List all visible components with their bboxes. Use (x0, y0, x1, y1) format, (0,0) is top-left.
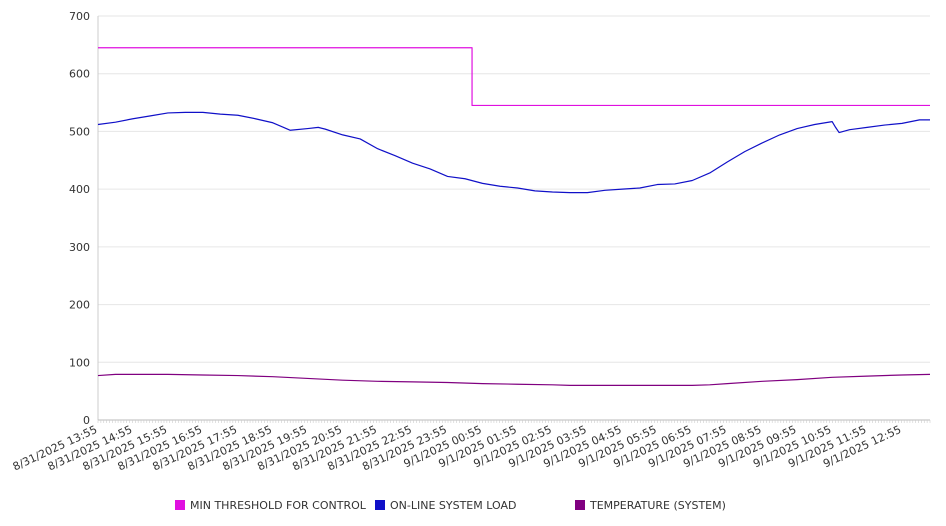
legend-swatch (175, 500, 185, 510)
y-tick-label: 500 (69, 125, 90, 138)
series-line-2 (97, 373, 931, 386)
y-tick-label: 0 (83, 414, 90, 427)
x-axis-ticks: 8/31/2025 13:558/31/2025 14:558/31/2025 … (11, 423, 904, 473)
series-line-0 (98, 47, 930, 107)
series-lines (97, 47, 931, 386)
axes (97, 16, 931, 423)
y-tick-label: 400 (69, 183, 90, 196)
legend-label: TEMPERATURE (SYSTEM) (589, 499, 726, 512)
y-tick-label: 300 (69, 241, 90, 254)
legend: MIN THRESHOLD FOR CONTROL ON-LINE SYSTEM … (175, 499, 726, 512)
y-tick-label: 700 (69, 10, 90, 23)
series-line-1 (97, 111, 930, 194)
y-tick-label: 600 (69, 68, 90, 81)
legend-swatch (575, 500, 585, 510)
y-tick-label: 200 (69, 299, 90, 312)
grid-lines (98, 15, 930, 363)
y-tick-label: 100 (69, 356, 90, 369)
y-axis-ticks: 0 100 200 300 400 500 600 700 (69, 10, 90, 427)
legend-label: MIN THRESHOLD FOR CONTROL (190, 499, 367, 512)
legend-label: ON-LINE SYSTEM LOAD (390, 499, 516, 512)
legend-swatch (375, 500, 385, 510)
